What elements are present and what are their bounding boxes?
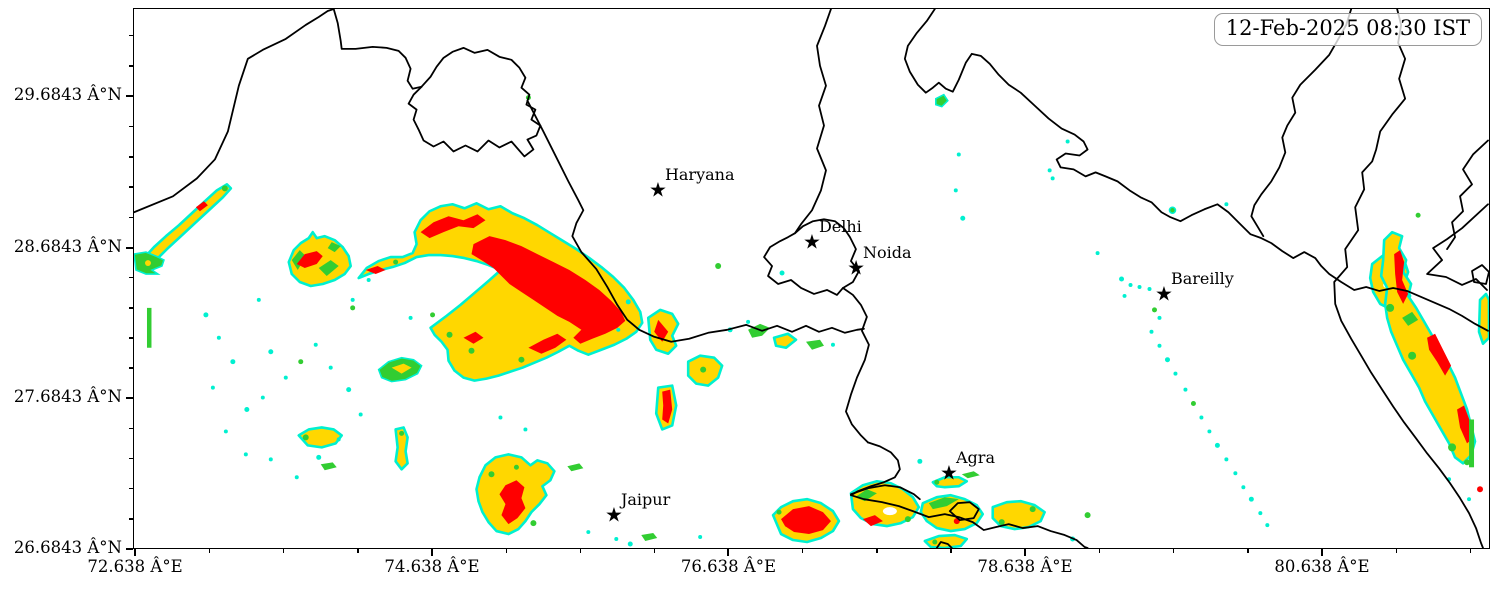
y-tick-label: 26.6843 Â°N [13, 538, 122, 557]
city-star-delhi: ★ [802, 229, 821, 254]
y-minor-tick [129, 307, 133, 309]
timestamp-box: 12-Feb-2025 08:30 IST [1213, 13, 1482, 46]
y-minor-tick [129, 34, 133, 37]
y-major-tick [126, 246, 133, 249]
boundary-layer [134, 9, 1489, 548]
city-label-noida: Noida [863, 242, 912, 262]
city-label-jaipur: Jaipur [620, 489, 671, 509]
y-minor-tick [129, 457, 133, 460]
x-major-tick [727, 549, 730, 556]
x-minor-tick [1247, 549, 1249, 553]
y-major-tick [126, 397, 133, 399]
timestamp-text: 12-Feb-2025 08:30 IST [1225, 16, 1470, 40]
y-minor-tick [129, 156, 133, 158]
x-minor-tick [950, 549, 952, 553]
y-major-tick [126, 548, 133, 550]
city-star-agra: ★ [940, 460, 958, 485]
y-minor-tick [129, 488, 133, 490]
city-star-haryana: ★ [648, 177, 667, 202]
x-tick-label: 76.638 Â°E [680, 557, 777, 576]
x-major-tick [1321, 549, 1323, 556]
x-minor-tick [653, 549, 656, 553]
x-minor-tick [505, 549, 507, 553]
x-minor-tick [802, 549, 804, 553]
city-label-haryana: Haryana [664, 165, 735, 185]
x-major-tick [134, 549, 137, 556]
y-major-tick [126, 95, 133, 98]
x-minor-tick [282, 549, 285, 553]
x-major-tick [1023, 549, 1026, 556]
x-minor-tick [208, 549, 211, 553]
y-minor-tick [129, 367, 133, 369]
fog-layer [134, 93, 1489, 548]
y-minor-tick [129, 186, 133, 188]
y-tick-label: 29.6843 Â°N [13, 85, 122, 105]
y-minor-tick [129, 427, 133, 430]
city-label-bareilly: Bareilly [1170, 268, 1234, 288]
map-canvas [134, 9, 1489, 548]
x-tick-label: 78.638 Â°E [977, 557, 1073, 576]
city-star-noida: ★ [847, 255, 866, 280]
city-star-jaipur: ★ [605, 502, 623, 527]
plot-area: 12-Feb-2025 08:30 IST ★ Haryana ★ Delhi ★ Noi… [133, 8, 1490, 549]
x-minor-tick [357, 549, 359, 553]
city-star-bareilly: ★ [1154, 281, 1173, 306]
x-minor-tick [579, 549, 582, 553]
x-minor-tick [1395, 549, 1398, 553]
city-label-delhi: Delhi [818, 217, 862, 236]
y-minor-tick [129, 216, 133, 219]
x-minor-tick [876, 549, 878, 553]
x-tick-label: 72.638 Â°E [87, 557, 183, 576]
x-major-tick [430, 549, 433, 556]
city-label-agra: Agra [956, 448, 995, 468]
y-tick-label: 27.6843 Â°N [13, 387, 122, 406]
x-minor-tick [1098, 549, 1101, 553]
y-minor-tick [129, 65, 133, 67]
y-minor-tick [129, 277, 133, 279]
x-minor-tick [1469, 549, 1472, 553]
y-tick-label: 28.6843 Â°N [13, 236, 122, 256]
y-minor-tick [129, 337, 133, 339]
y-minor-tick [129, 125, 133, 128]
x-tick-label: 80.638 Â°E [1274, 557, 1370, 576]
x-tick-label: 74.638 Â°E [384, 557, 480, 576]
x-minor-tick [1172, 549, 1175, 553]
y-minor-tick [129, 518, 133, 520]
